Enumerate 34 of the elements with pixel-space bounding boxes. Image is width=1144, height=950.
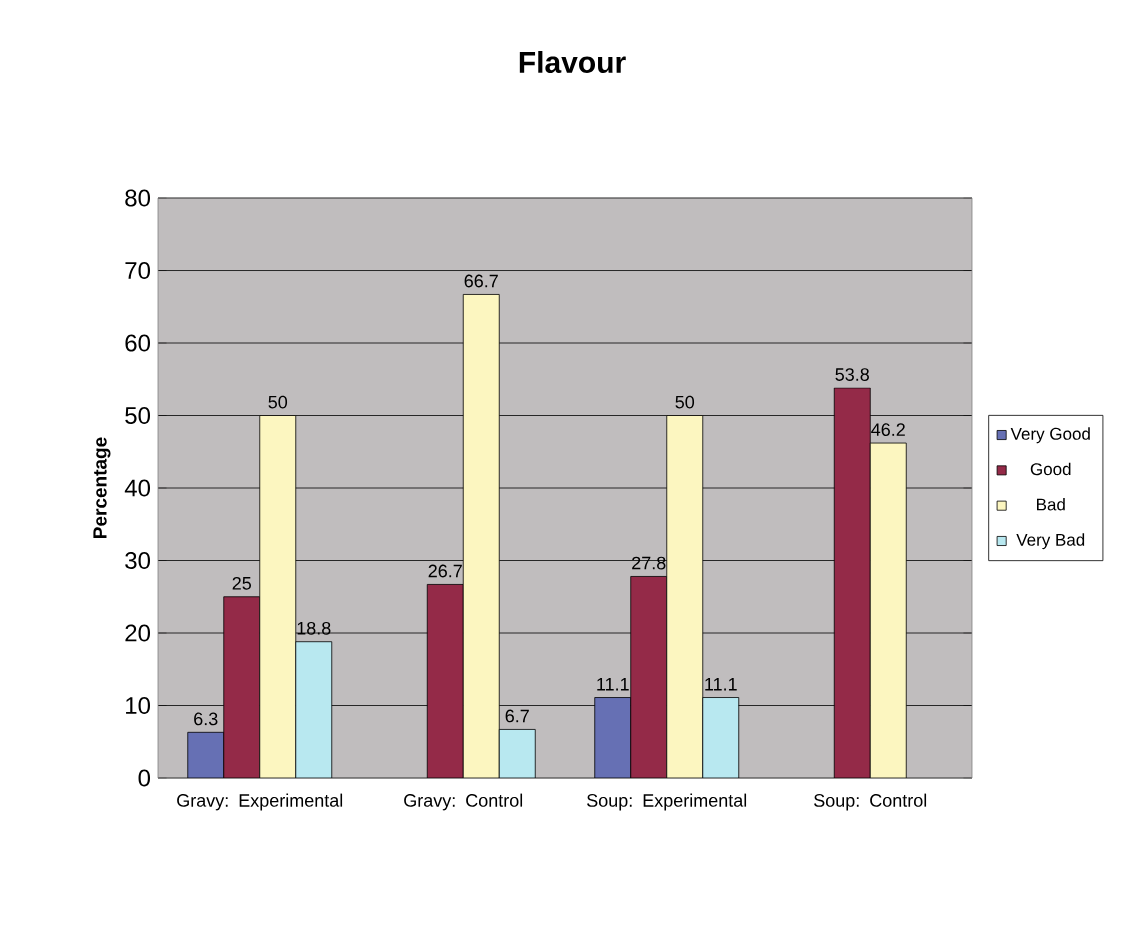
data-label: 6.3: [194, 712, 218, 726]
y-tick-label: 70: [125, 262, 151, 279]
bar: [295, 641, 333, 778]
bar: [498, 729, 536, 778]
data-label: 50: [268, 395, 288, 409]
data-label: 66.7: [464, 274, 498, 288]
legend-label: Good: [1030, 462, 1071, 476]
chart-title: Flavour: [519, 50, 626, 73]
data-label: 46.2: [871, 423, 905, 437]
x-tick-label: Gravy: Control: [404, 793, 523, 811]
x-tick-label: Soup: Experimental: [587, 793, 747, 811]
data-label: 25: [232, 576, 252, 590]
y-tick-label: 80: [125, 189, 151, 207]
legend-label: Very Good: [1010, 427, 1090, 444]
y-tick-label: 10: [126, 697, 151, 714]
x-tick-label: Soup: Control: [814, 793, 927, 811]
y-tick-label: 60: [125, 334, 151, 352]
data-label: 53.8: [835, 368, 869, 381]
y-tick-label: 20: [125, 624, 151, 642]
data-label: 50: [675, 395, 695, 409]
data-label: 18.8: [297, 621, 331, 635]
data-label: 11.1: [597, 678, 629, 691]
data-label: 26.7: [428, 564, 462, 578]
y-tick-label: 30: [125, 552, 151, 569]
y-axis-title: Percentage: [93, 437, 111, 538]
y-tick-label: 0: [138, 769, 151, 787]
y-tick-label: 50: [125, 407, 151, 424]
legend-label: Bad: [1037, 498, 1065, 511]
legend-label: Very Bad: [1016, 533, 1085, 550]
data-label: 6.7: [505, 709, 529, 723]
x-tick-label: Gravy: Experimental: [177, 793, 343, 811]
bar: [702, 697, 740, 778]
y-tick-label: 40: [124, 479, 151, 497]
data-label: 11.1: [705, 678, 737, 691]
